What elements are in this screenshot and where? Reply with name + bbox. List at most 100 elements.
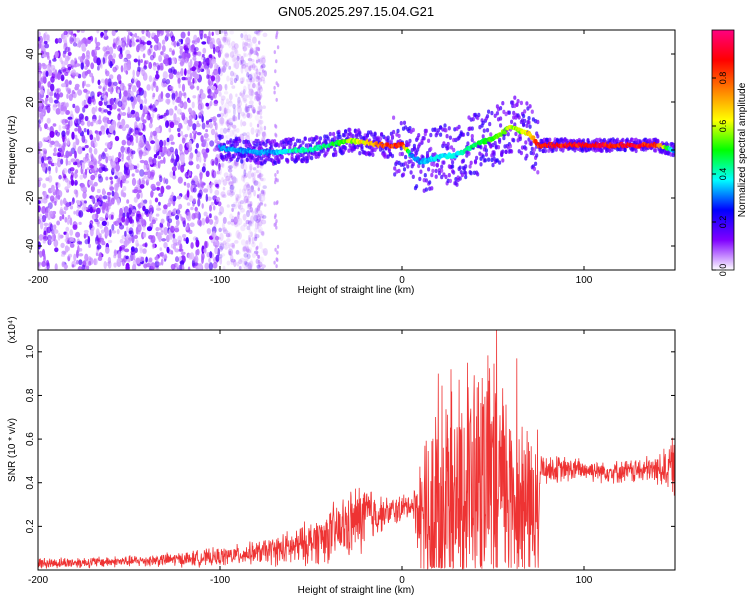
spectrogram-noise-cell: [60, 242, 65, 249]
spectrogram-noise-cell: [150, 44, 153, 48]
spectrogram-noise-cell: [96, 30, 100, 34]
spectrogram-noise-cell: [228, 122, 234, 126]
spectrogram-noise-cell: [53, 229, 59, 234]
spectrogram-noise-cell: [155, 73, 160, 80]
spectrogram-noise-cell: [233, 128, 237, 132]
spectrogram-noise-cell: [232, 71, 236, 78]
spectrogram-halo-cell: [625, 137, 629, 142]
spectrogram-noise-cell: [74, 173, 79, 178]
spectrogram-noise-cell: [83, 80, 87, 86]
spectrogram-halo-cell: [513, 95, 517, 100]
spectrogram-noise-cell: [168, 127, 172, 133]
spectrogram-noise-cell: [130, 246, 135, 253]
spectrogram-noise-cell: [66, 217, 70, 225]
spectrogram-noise-cell: [258, 203, 261, 208]
spectrogram-noise-cell: [258, 193, 262, 202]
spectrogram-halo-cell: [461, 132, 466, 137]
spectrogram-noise-cell: [65, 102, 69, 108]
spectrogram-halo-cell: [498, 139, 502, 144]
spectrogram-noise-cell: [94, 165, 97, 171]
spectrogram-noise-cell: [244, 34, 249, 41]
spectrogram-noise-cell: [198, 115, 202, 119]
spectrogram-noise-cell: [159, 65, 164, 71]
spectrogram-noise-cell: [275, 225, 278, 230]
spectrogram-noise-cell: [206, 215, 210, 220]
spectrogram-noise-cell: [263, 191, 266, 196]
spectrogram-noise-cell: [216, 197, 219, 202]
spectrogram-noise-cell: [39, 221, 44, 230]
spectrogram-halo-cell: [424, 187, 428, 192]
spectrogram-noise-cell: [227, 165, 232, 171]
spectrogram-noise-cell: [222, 265, 226, 270]
spectrogram-noise-cell: [246, 249, 252, 254]
spectrogram-noise-cell: [244, 172, 248, 178]
spectrogram-noise-cell: [235, 249, 240, 255]
spectrogram-noise-cell: [237, 217, 243, 226]
spectrogram-noise-cell: [254, 227, 258, 233]
spectrogram-noise-cell: [147, 31, 151, 39]
colorbar-label: Normalized spectral amplitude: [737, 82, 748, 217]
spectrogram-noise-cell: [114, 175, 118, 180]
spectrogram-halo-cell: [582, 138, 586, 143]
spectrogram-noise-cell: [174, 248, 180, 253]
spectrogram-noise-cell: [126, 30, 131, 33]
spectrogram-noise-cell: [227, 221, 232, 225]
spectrogram-halo-cell: [269, 142, 273, 147]
spectrogram-halo-cell: [400, 151, 404, 157]
spectrogram-noise-cell: [217, 179, 222, 185]
spectrogram-noise-cell: [192, 187, 197, 193]
spectrogram-noise-cell: [130, 109, 136, 115]
spectrogram-noise-cell: [244, 94, 250, 98]
spectrogram-noise-cell: [220, 98, 225, 105]
spectrogram-noise-cell: [186, 215, 192, 222]
spectrogram-halo-cell: [529, 140, 533, 145]
spectrogram-noise-cell: [155, 62, 160, 68]
spectrogram-noise-cell: [243, 42, 249, 46]
spectrogram-noise-cell: [172, 98, 175, 105]
spectrogram-noise-cell: [38, 200, 41, 204]
spectrogram-noise-cell: [208, 119, 213, 123]
spectrogram-halo-cell: [370, 132, 374, 137]
spectrogram-noise-cell: [174, 225, 180, 233]
spectrogram-halo-cell: [392, 129, 396, 135]
spectrogram-noise-cell: [236, 55, 240, 62]
spectrogram-noise-cell: [191, 213, 196, 220]
spectrogram-noise-cell: [224, 242, 230, 246]
spectrogram-noise-cell: [106, 119, 112, 125]
spectrogram-noise-cell: [42, 239, 46, 244]
spectrogram-halo-cell: [433, 127, 437, 132]
spectrogram-noise-cell: [275, 81, 278, 86]
spectrogram-noise-cell: [95, 121, 99, 125]
spectrogram-noise-cell: [208, 54, 213, 59]
spectrogram-noise-cell: [75, 169, 79, 174]
spectrogram-noise-cell: [136, 71, 140, 77]
spectrogram-noise-cell: [125, 70, 129, 75]
spectrogram-noise-cell: [257, 47, 260, 51]
spectrogram-noise-cell: [211, 58, 217, 64]
spectrogram-noise-cell: [92, 206, 97, 210]
spectrogram-noise-cell: [214, 246, 219, 255]
spectrogram-noise-cell: [80, 120, 85, 126]
spectrogram-noise-cell: [116, 178, 120, 185]
spectrogram-noise-cell: [209, 41, 214, 50]
spectrogram-noise-cell: [227, 126, 231, 131]
spectrogram-noise-cell: [253, 176, 256, 184]
spectrogram-halo-cell: [479, 145, 483, 150]
spectrogram-noise-cell: [108, 125, 114, 134]
spectrogram-noise-cell: [136, 80, 141, 88]
spectrogram-noise-cell: [194, 69, 200, 73]
spectrogram-noise-cell: [67, 214, 71, 219]
spectrogram-halo-cell: [402, 167, 407, 172]
spectrogram-noise-cell: [47, 175, 53, 183]
spectrogram-noise-cell: [135, 257, 141, 264]
spectrogram-noise-cell: [54, 147, 57, 154]
spectrogram-noise-cell: [38, 262, 41, 267]
spectrogram-halo-cell: [447, 126, 451, 131]
spectrogram-noise-cell: [150, 190, 154, 198]
spectrogram-noise-cell: [262, 79, 266, 84]
spectrogram-noise-cell: [64, 119, 69, 124]
spectrogram-noise-cell: [208, 30, 211, 39]
spectrogram-noise-cell: [58, 174, 62, 180]
spectrogram-noise-cell: [244, 263, 247, 267]
spectrogram-noise-cell: [229, 184, 235, 190]
